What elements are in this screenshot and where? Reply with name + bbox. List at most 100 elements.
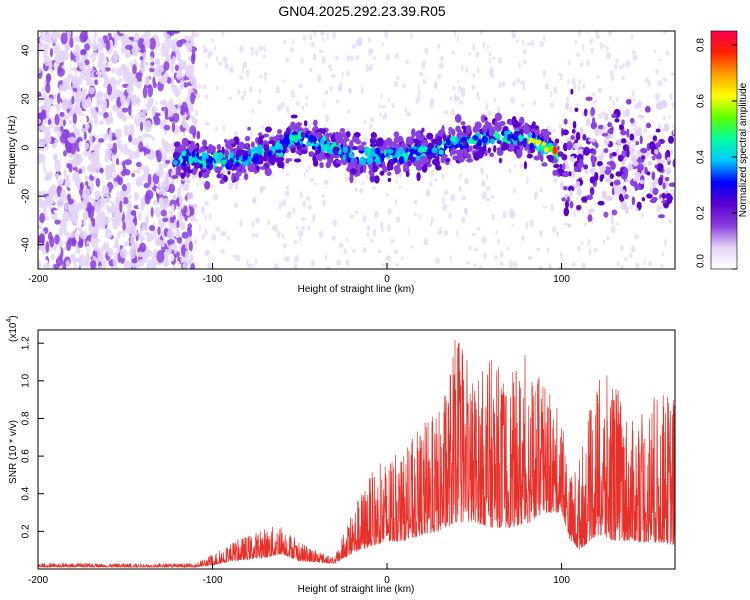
spectrogram-cell	[81, 49, 87, 55]
spectrogram-cell	[572, 142, 579, 150]
snr-y-tick-label: 1.0	[21, 373, 32, 387]
spectrogram-cell	[143, 205, 151, 213]
spectrogram-cell	[349, 168, 357, 175]
spectrogram-cell	[328, 85, 333, 92]
spectrogram-cell	[510, 97, 515, 104]
spectrogram-cell	[159, 100, 168, 106]
spectrogram-cell	[308, 134, 314, 144]
spectrogram-cell	[596, 160, 603, 167]
spectrogram-cell	[360, 86, 364, 94]
spectrogram-cell	[396, 75, 400, 81]
spectrogram-cell	[62, 77, 71, 86]
spectrogram-cell	[429, 181, 433, 187]
spectrogram-cell	[150, 206, 154, 218]
spectrogram-cell	[398, 156, 405, 165]
spectrogram-cell	[149, 56, 154, 62]
spectrogram-cell	[370, 117, 375, 122]
spectrogram-cell	[38, 106, 43, 112]
snr-x-tick-label: -100	[203, 575, 223, 586]
spectrogram-cell	[512, 33, 517, 38]
spectrogram-cell	[89, 180, 95, 193]
spectrogram-cell	[604, 112, 609, 121]
spectrogram-cell	[502, 211, 507, 219]
spectrogram-cell	[604, 44, 607, 48]
spectrogram-cell	[539, 187, 544, 193]
spectrogram-cell	[242, 155, 248, 161]
colorbar-tick-label: 0.0	[696, 254, 707, 268]
spectrogram-cell	[620, 173, 628, 180]
spectrogram-cell	[618, 193, 624, 202]
spectrogram-cell	[155, 187, 159, 194]
spectrogram-cell	[468, 246, 472, 251]
spectrogram-cell	[62, 261, 67, 269]
spectrogram-cell	[437, 74, 442, 80]
spectrogram-cell	[586, 194, 593, 201]
spectrogram-cell	[359, 187, 364, 194]
spectrogram-cell	[293, 239, 298, 245]
spectrogram-cell	[328, 132, 333, 138]
spectrogram-cell	[423, 237, 428, 246]
spectrogram-cell	[542, 70, 546, 78]
spectrogram-cell	[605, 195, 613, 202]
spectrogram-cell	[250, 141, 255, 148]
spectrogram-cell	[620, 130, 628, 136]
spectrogram-cell	[286, 173, 290, 177]
spectrogram-cell	[72, 246, 77, 252]
spectrogram-cell	[195, 93, 201, 100]
spectrogram-cell	[418, 71, 424, 77]
spectrogram-cell	[516, 139, 524, 146]
spectrogram-x-tick-label: -100	[203, 274, 223, 285]
spectrogram-cell	[129, 247, 136, 260]
spectrogram-cell	[290, 147, 296, 154]
spectrogram-cell	[454, 114, 462, 123]
spectrogram-cell	[665, 149, 671, 159]
spectrogram-cell	[254, 233, 259, 238]
spectrogram-cell	[551, 226, 557, 234]
spectrogram-cell	[130, 144, 138, 152]
spectrogram-cell	[648, 261, 653, 267]
spectrogram-cell	[431, 147, 438, 154]
spectrogram-cell	[341, 71, 344, 78]
spectrogram-cell	[167, 108, 171, 116]
spectrogram-cell	[85, 252, 90, 264]
spectrogram-cell	[88, 207, 95, 219]
spectrogram-cell	[204, 214, 208, 221]
spectrogram-cell	[359, 156, 367, 166]
spectrogram-cell	[54, 160, 61, 173]
spectrogram-cell	[335, 99, 340, 104]
spectrogram-cell	[493, 97, 496, 103]
spectrogram-cell	[189, 142, 196, 151]
spectrogram-cell	[644, 105, 651, 113]
spectrogram-cell	[211, 234, 217, 241]
spectrogram-cell	[561, 154, 568, 161]
spectrogram-cell	[320, 31, 325, 37]
spectrogram-cell	[669, 93, 673, 101]
spectrogram-cell	[268, 140, 275, 145]
spectrogram-cell	[581, 83, 586, 89]
spectrogram-cell	[581, 196, 588, 202]
spectrogram-cell	[576, 245, 582, 252]
spectrogram-cell	[336, 259, 341, 266]
spectrogram-cell	[91, 217, 96, 227]
spectrogram-cell	[521, 103, 524, 108]
spectrogram-cell	[164, 33, 172, 46]
spectrogram-cell	[415, 97, 419, 104]
spectrogram-cell	[668, 218, 673, 224]
spectrogram-cell	[129, 224, 137, 236]
spectrogram-cell	[239, 44, 244, 53]
spectrogram-cell	[195, 109, 198, 117]
spectrogram-cell	[49, 88, 56, 95]
spectrogram-cell	[498, 157, 503, 164]
spectrogram-cell	[588, 138, 593, 142]
spectrogram-cell	[489, 66, 494, 75]
spectrogram-cell	[672, 124, 675, 128]
spectrogram-cell	[117, 262, 123, 269]
spectrogram-cell	[381, 263, 387, 267]
spectrogram-cell	[597, 200, 605, 206]
spectrogram-cell	[441, 153, 448, 159]
spectrogram-cell	[288, 134, 296, 141]
spectrogram-cell	[570, 135, 575, 140]
spectrogram-cell	[183, 205, 188, 214]
spectrogram-cell	[362, 247, 367, 254]
